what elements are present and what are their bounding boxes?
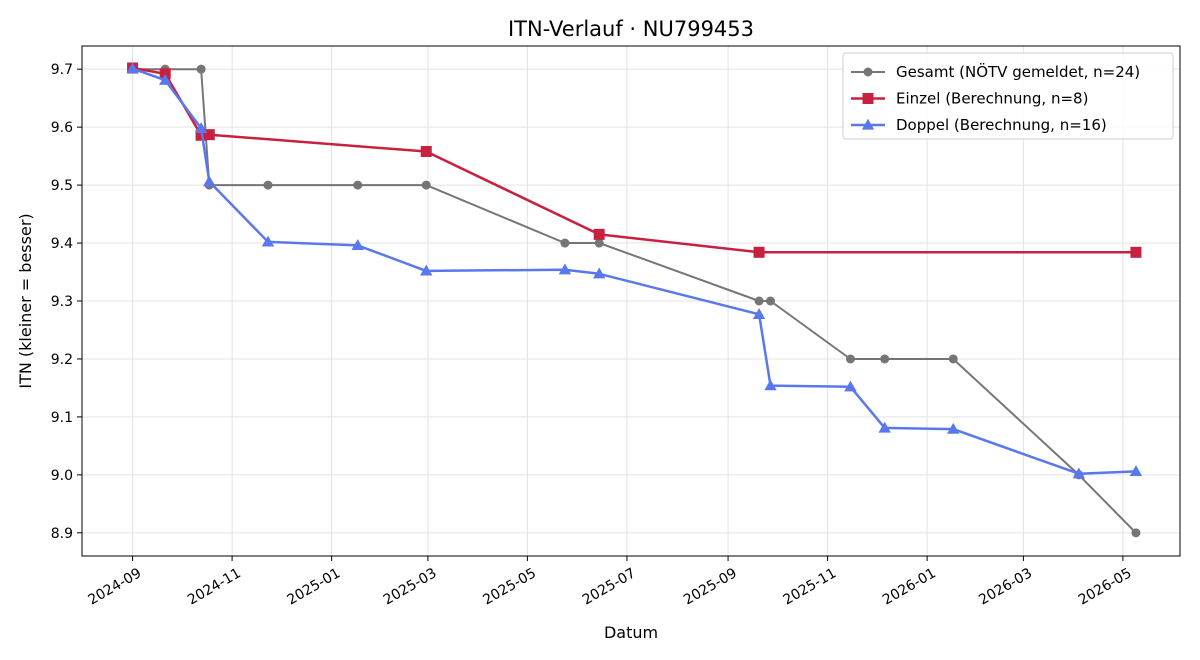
data-point [1130, 246, 1142, 258]
data-point [754, 296, 764, 306]
data-point [261, 235, 275, 247]
y-tick-label: 9.7 [51, 62, 73, 78]
data-point [1129, 465, 1143, 477]
data-point [878, 421, 891, 433]
series-line [132, 67, 1136, 475]
chart-title: ITN-Verlauf · NU799453 [508, 17, 754, 41]
data-point [752, 308, 766, 319]
series-line [132, 66, 1136, 254]
data-point [351, 239, 364, 251]
data-point [948, 354, 958, 364]
y-tick-label: 9.0 [51, 468, 73, 484]
legend: Gesamt (NÖTV gemeldet, n=24) Einzel (Bere… [842, 52, 1174, 140]
data-point [558, 263, 572, 275]
data-point [947, 422, 960, 434]
data-point [560, 238, 570, 248]
y-tick-label: 8.9 [51, 526, 73, 542]
legend-marker [863, 67, 873, 77]
y-tick-label: 9.5 [51, 178, 73, 194]
data-point [845, 354, 855, 364]
data-point [592, 267, 606, 279]
series-3 [126, 62, 1143, 479]
data-point [880, 354, 890, 364]
y-tick-label: 9.6 [51, 120, 73, 136]
y-tick-label: 9.4 [51, 236, 73, 252]
data-point [196, 64, 206, 74]
legend-label: Doppel (Berechnung, n=16) [896, 116, 1107, 134]
data-point [420, 264, 433, 276]
y-axis-title: ITN (kleiner = besser) [16, 213, 35, 388]
data-point [203, 129, 215, 141]
data-point [844, 380, 857, 392]
data-point [159, 73, 172, 85]
legend-marker [861, 118, 875, 130]
y-tick-label: 9.1 [51, 410, 73, 426]
data-point [753, 246, 765, 258]
y-axis-ticks: 8.9 9.0 9.1 9.2 9.3 9.4 9.5 9.6 9.7 [51, 62, 82, 542]
data-point [194, 122, 208, 133]
data-point [420, 145, 432, 157]
legend-entry [851, 118, 885, 130]
data-point [263, 180, 273, 190]
y-tick-label: 9.3 [51, 294, 73, 310]
legend-entry [851, 93, 885, 104]
data-point [764, 379, 777, 391]
data-point [1072, 467, 1086, 479]
legend-entry [851, 67, 885, 77]
data-point [203, 175, 216, 187]
data-point [353, 180, 363, 190]
data-point [1131, 528, 1141, 538]
plot-frame [81, 45, 1181, 557]
x-axis-title: Datum [604, 623, 658, 642]
data-point [421, 180, 431, 190]
data-point [594, 238, 604, 248]
legend-label: Einzel (Berechnung, n=8) [896, 90, 1088, 108]
y-tick-label: 9.2 [51, 352, 73, 368]
legend-marker [862, 93, 874, 104]
legend-box [842, 52, 1174, 140]
series-layer [126, 62, 1143, 538]
series-line [132, 68, 1137, 534]
data-point [159, 68, 171, 80]
legend-label: Gesamt (NÖTV gemeldet, n=24) [896, 62, 1140, 81]
data-point [593, 228, 605, 240]
data-point [126, 62, 139, 74]
data-point [765, 296, 775, 306]
